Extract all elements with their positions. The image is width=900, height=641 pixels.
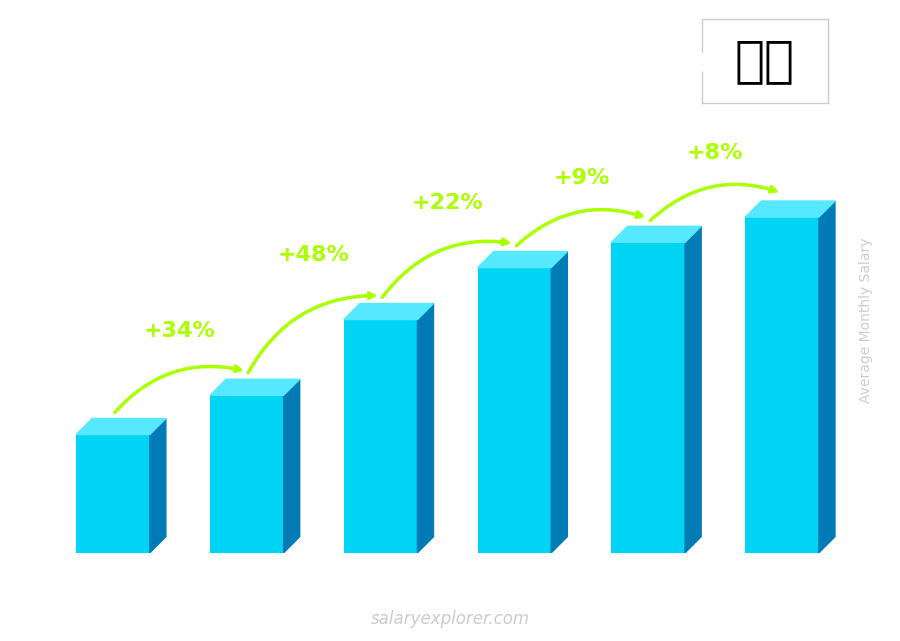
Text: 2,090,000 KRW: 2,090,000 KRW — [546, 199, 663, 214]
Text: 2 to 5: 2 to 5 — [223, 577, 282, 595]
Text: 2,260,000 KRW: 2,260,000 KRW — [680, 174, 797, 189]
Text: 10 to 15: 10 to 15 — [478, 577, 562, 595]
Polygon shape — [745, 201, 835, 217]
Text: 15 to 20: 15 to 20 — [612, 577, 696, 595]
Text: Cashier: Cashier — [36, 99, 130, 123]
Bar — [344, 320, 418, 553]
Bar — [76, 435, 149, 553]
Bar — [210, 395, 284, 553]
Text: +9%: +9% — [554, 168, 609, 188]
Text: Average Monthly Salary: Average Monthly Salary — [859, 238, 873, 403]
Bar — [611, 242, 685, 553]
Polygon shape — [819, 201, 835, 553]
Text: 1,570,000 KRW: 1,570,000 KRW — [279, 276, 396, 292]
Text: +48%: +48% — [278, 246, 350, 265]
Polygon shape — [418, 304, 434, 553]
Text: 🇰🇷: 🇰🇷 — [735, 37, 795, 85]
Text: < 2 Years: < 2 Years — [71, 577, 166, 595]
Polygon shape — [284, 379, 300, 553]
Text: +8%: +8% — [687, 143, 743, 163]
Bar — [745, 217, 819, 553]
Polygon shape — [76, 419, 166, 435]
Polygon shape — [344, 304, 434, 320]
Text: +22%: +22% — [411, 194, 483, 213]
Text: 796,000 KRW: 796,000 KRW — [18, 392, 121, 406]
Polygon shape — [611, 226, 701, 242]
Text: salaryexplorer.com: salaryexplorer.com — [371, 610, 529, 628]
Text: +34%: +34% — [144, 321, 216, 341]
Polygon shape — [552, 251, 567, 553]
Text: 5 to 10: 5 to 10 — [351, 577, 421, 595]
Text: 1,920,000 KRW: 1,920,000 KRW — [412, 224, 529, 240]
Text: Salary Comparison By Experience: Salary Comparison By Experience — [36, 45, 719, 79]
Polygon shape — [478, 251, 567, 267]
Polygon shape — [210, 379, 300, 395]
Text: 20+ Years: 20+ Years — [737, 577, 838, 595]
Polygon shape — [149, 419, 166, 553]
Bar — [478, 267, 552, 553]
Polygon shape — [685, 226, 701, 553]
Text: 1,060,000 KRW: 1,060,000 KRW — [145, 353, 262, 367]
